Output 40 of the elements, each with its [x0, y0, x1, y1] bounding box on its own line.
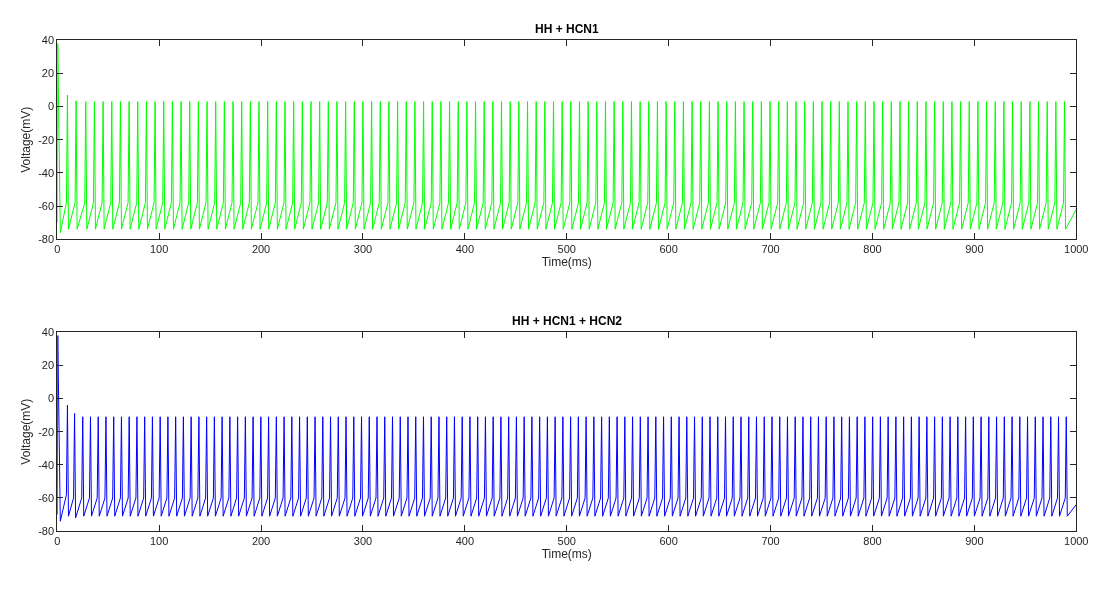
x-tick-label: 1000	[1064, 243, 1089, 256]
y-tick-label: -40	[38, 166, 55, 179]
x-tick-label: 600	[659, 535, 678, 548]
y-tick-label: 0	[47, 100, 55, 113]
y-tick-label: 0	[47, 392, 55, 405]
x-axis-title: Time(ms)	[541, 255, 592, 270]
x-tick-label: 400	[455, 243, 475, 256]
x-tick-label: 200	[251, 243, 271, 256]
y-tick-label: 20	[41, 67, 55, 80]
x-tick-label: 100	[149, 535, 169, 548]
chart-title: HH + HCN1	[535, 22, 600, 36]
x-tick-label: 900	[965, 535, 984, 548]
y-tick-label: 40	[41, 326, 55, 339]
y-tick-label: -20	[38, 425, 55, 438]
y-tick-label: -60	[38, 199, 55, 212]
x-tick-label: 800	[863, 243, 882, 256]
y-axis-title: Voltage(mV)	[19, 106, 34, 173]
y-tick-label: -40	[38, 458, 55, 471]
x-tick-label: 200	[251, 535, 271, 548]
x-tick-label: 300	[353, 535, 373, 548]
x-tick-label: 900	[965, 243, 984, 256]
x-tick-label: 300	[353, 243, 373, 256]
x-tick-label: 1000	[1064, 535, 1089, 548]
x-tick-label: 400	[455, 535, 475, 548]
chart-title: HH + HCN1 + HCN2	[512, 314, 623, 328]
x-tick-label: 800	[863, 535, 882, 548]
y-tick-label: 40	[41, 34, 55, 47]
y-tick-label: -60	[38, 491, 55, 504]
y-tick-label: -80	[38, 233, 55, 246]
y-tick-label: -20	[38, 133, 55, 146]
x-axis-title: Time(ms)	[541, 547, 592, 562]
x-tick-label: 600	[659, 243, 678, 256]
y-axis-title: Voltage(mV)	[19, 398, 34, 465]
x-tick-label: 700	[761, 243, 780, 256]
x-tick-label: 500	[557, 243, 576, 256]
y-tick-label: -80	[38, 524, 55, 537]
x-tick-label: 100	[149, 243, 169, 256]
x-tick-label: 500	[557, 535, 576, 548]
y-tick-label: 20	[41, 359, 55, 372]
x-tick-label: 700	[761, 535, 780, 548]
